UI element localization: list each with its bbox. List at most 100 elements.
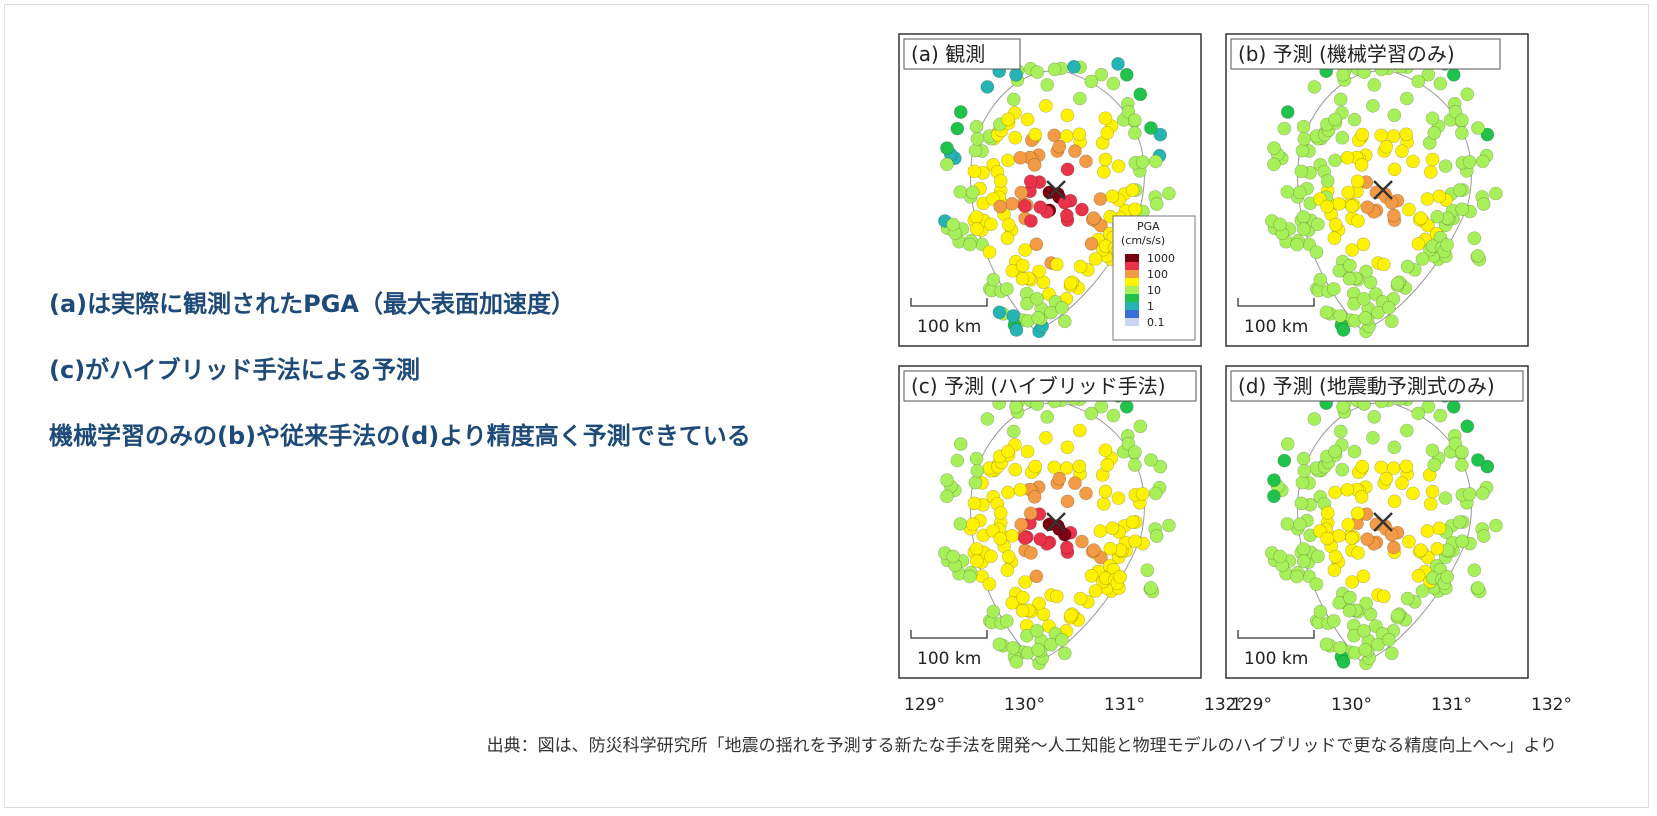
station-marker (1088, 584, 1103, 598)
station-marker (1144, 453, 1158, 467)
scale-bar-label: 100 km (1244, 649, 1308, 669)
station-marker (953, 437, 968, 451)
station-marker (1280, 185, 1295, 199)
station-marker (1028, 127, 1043, 142)
station-marker (1067, 59, 1081, 74)
station-marker (969, 119, 984, 134)
station-marker (1073, 423, 1087, 438)
station-marker (950, 453, 965, 468)
station-marker (1148, 486, 1163, 501)
station-marker (1367, 78, 1382, 92)
station-marker (982, 245, 997, 259)
station-marker (1327, 282, 1341, 296)
station-marker (1060, 540, 1074, 555)
station-marker (1008, 130, 1023, 145)
station-marker (940, 141, 954, 155)
station-marker (1452, 515, 1467, 529)
station-marker (1031, 311, 1046, 325)
station-marker (1357, 623, 1371, 638)
station-marker (1430, 541, 1445, 556)
station-marker (1423, 497, 1438, 511)
station-marker (1411, 568, 1426, 583)
station-marker (1376, 589, 1391, 604)
station-marker (1328, 444, 1342, 459)
station-marker (1267, 157, 1281, 172)
station-marker (1111, 491, 1126, 505)
station-marker (1328, 549, 1343, 564)
lon-tick-label: 129° (1231, 695, 1272, 715)
station-marker (1079, 154, 1093, 169)
station-marker (1320, 506, 1335, 520)
station-marker (1273, 217, 1287, 232)
station-marker (1295, 143, 1310, 158)
station-marker (1075, 534, 1089, 549)
station-marker (1088, 252, 1103, 266)
station-marker (1335, 462, 1350, 477)
station-marker (1402, 534, 1416, 549)
station-marker (1057, 527, 1072, 542)
station-marker (1319, 305, 1334, 320)
station-marker (1135, 155, 1150, 169)
station-marker (1340, 150, 1355, 165)
station-marker (1343, 590, 1357, 605)
station-marker (1075, 202, 1089, 217)
station-marker (1328, 112, 1342, 127)
station-marker (1471, 121, 1485, 135)
scale-bar (1237, 630, 1315, 639)
station-marker (1106, 408, 1121, 423)
station-marker (1384, 195, 1399, 210)
station-marker (1320, 199, 1334, 214)
epicenter-icon (1373, 512, 1393, 532)
legend-color-swatch (1125, 286, 1139, 294)
station-marker (1376, 257, 1391, 272)
station-marker (982, 577, 997, 591)
station-marker (1005, 263, 1020, 278)
station-marker (1296, 222, 1311, 236)
station-marker (1411, 74, 1426, 89)
station-marker (1113, 570, 1127, 584)
station-marker (1399, 127, 1414, 142)
legend-color-swatch (1125, 310, 1139, 318)
station-marker (1098, 152, 1113, 167)
station-marker (1489, 186, 1503, 201)
station-marker (1342, 271, 1357, 286)
station-marker (1128, 113, 1142, 128)
station-marker (1098, 484, 1113, 499)
station-marker (1052, 139, 1067, 154)
station-marker (1366, 99, 1380, 113)
station-marker (1047, 62, 1062, 77)
map-panel-b: (b) 予測 (機械学習のみ) 100 km (1225, 33, 1529, 347)
station-marker (1001, 549, 1016, 564)
station-marker (1390, 276, 1405, 291)
station-marker (1079, 486, 1093, 501)
station-marker (969, 451, 984, 466)
station-marker (965, 517, 980, 532)
station-marker (1415, 584, 1430, 598)
station-marker (1013, 482, 1028, 497)
panel-title-box (1230, 38, 1501, 70)
station-marker (1438, 491, 1453, 505)
lon-tick-label: 130° (1331, 695, 1372, 715)
station-marker (1320, 174, 1335, 188)
station-marker (1328, 217, 1343, 232)
station-marker (1006, 309, 1021, 323)
station-marker (1111, 57, 1125, 71)
station-marker (1402, 202, 1416, 217)
station-marker (993, 174, 1008, 188)
station-marker (1460, 87, 1475, 102)
station-marker (1438, 159, 1453, 173)
station-marker (1086, 211, 1101, 225)
station-marker (1433, 76, 1448, 91)
station-marker (1432, 521, 1447, 536)
station-marker (1387, 208, 1401, 223)
station-marker (1309, 245, 1324, 259)
station-marker (1277, 453, 1292, 468)
station-marker (1039, 99, 1053, 113)
station-marker (1105, 521, 1120, 536)
bullet-observed: (a)は実際に観測されたPGA（最大表面加速度） (49, 290, 575, 318)
station-marker (940, 157, 954, 172)
station-marker (1100, 126, 1115, 140)
station-marker (1347, 112, 1362, 127)
station-marker (1015, 603, 1030, 618)
station-marker (1018, 243, 1032, 257)
